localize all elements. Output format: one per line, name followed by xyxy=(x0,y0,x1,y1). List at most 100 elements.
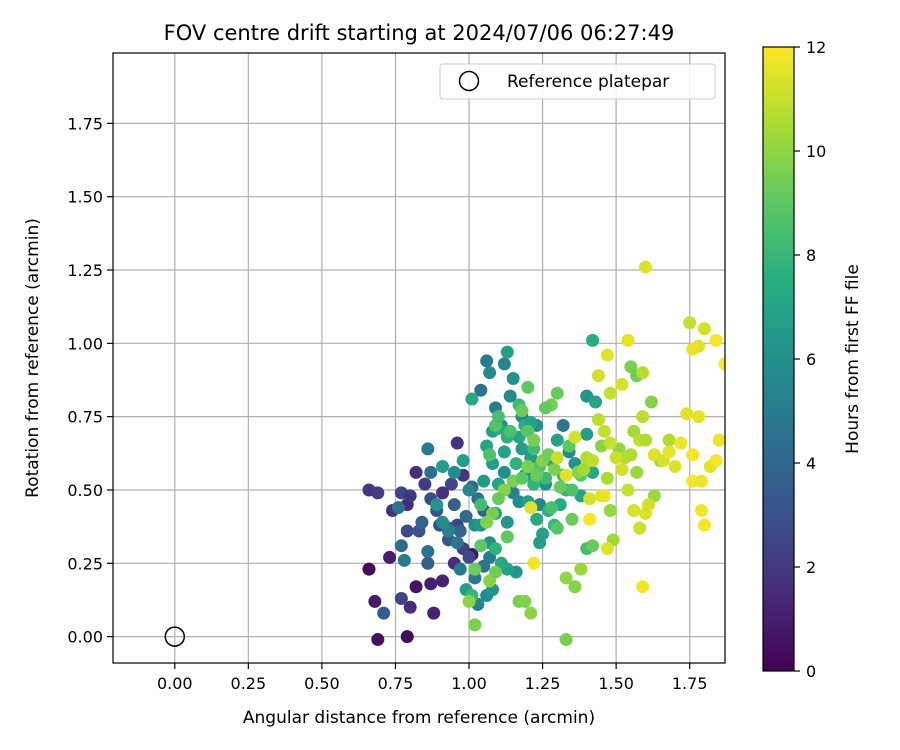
scatter-point xyxy=(591,369,605,383)
colorbar-tick-label: 0 xyxy=(806,662,816,681)
scatter-point xyxy=(686,342,700,356)
y-axis-label: Rotation from reference (arcmin) xyxy=(23,218,43,498)
scatter-point xyxy=(586,454,600,468)
scatter-point xyxy=(636,580,650,594)
scatter-point xyxy=(594,489,608,503)
scatter-point xyxy=(524,501,538,515)
scatter-point xyxy=(403,489,417,503)
scatter-point xyxy=(621,483,635,497)
scatter-point xyxy=(577,462,591,476)
scatter-point xyxy=(559,468,573,482)
scatter-point xyxy=(497,357,511,371)
scatter-point xyxy=(553,480,567,494)
y-tick-label: 0.75 xyxy=(67,408,103,427)
scatter-point xyxy=(418,477,432,491)
scatter-point xyxy=(368,594,382,608)
legend: Reference platepar xyxy=(439,63,716,100)
x-tick-label: 0.75 xyxy=(378,674,414,693)
colorbar: 0 2 4 6 8 10 12 Hours from first FF file xyxy=(762,38,863,681)
scatter-point xyxy=(394,591,408,605)
y-tick-label: 1.00 xyxy=(67,334,103,353)
scatter-point xyxy=(453,524,467,538)
scatter-point xyxy=(565,512,579,526)
scatter-point xyxy=(550,386,564,400)
scatter-point xyxy=(586,539,600,553)
scatter-point xyxy=(468,618,482,632)
scatter-point xyxy=(718,357,725,371)
scatter-point xyxy=(436,574,450,588)
x-tick-label: 0.00 xyxy=(157,674,193,693)
y-tick-label: 0.00 xyxy=(67,628,103,647)
scatter-point xyxy=(521,380,535,394)
scatter-point xyxy=(662,433,676,447)
y-tick-label: 1.25 xyxy=(67,261,103,280)
scatter-point xyxy=(624,448,638,462)
scatter-point xyxy=(456,454,470,468)
scatter-point xyxy=(462,483,476,497)
scatter-point xyxy=(424,465,438,479)
scatter-point xyxy=(694,504,708,517)
scatter-point xyxy=(503,424,517,438)
scatter-point xyxy=(474,383,488,397)
scatter-point xyxy=(630,465,644,479)
scatter-point xyxy=(568,580,582,594)
scatter-point xyxy=(547,462,561,476)
y-tick-label: 0.25 xyxy=(67,554,103,573)
scatter-point xyxy=(633,521,647,535)
legend-box xyxy=(439,63,716,100)
scatter-point xyxy=(603,386,617,400)
y-tick-label: 1.50 xyxy=(67,188,103,207)
scatter-point xyxy=(500,530,514,544)
scatter-point xyxy=(668,460,682,474)
scatter-point xyxy=(371,633,385,647)
scatter-point xyxy=(683,316,697,330)
scatter-point xyxy=(447,498,461,512)
scatter-point xyxy=(662,445,676,459)
scatter-point xyxy=(709,454,723,468)
scatter-point xyxy=(524,606,538,620)
y-tick-label: 0.50 xyxy=(67,481,103,500)
scatter-point xyxy=(462,550,476,564)
scatter-point xyxy=(459,509,473,523)
scatter-point xyxy=(636,410,650,424)
scatter-point xyxy=(530,468,544,482)
scatter-point xyxy=(518,594,532,608)
colorbar-ticks: 0 2 4 6 8 10 12 xyxy=(794,38,826,681)
x-tick-label: 1.75 xyxy=(672,674,708,693)
scatter-point xyxy=(436,515,450,529)
scatter-point xyxy=(421,556,435,570)
scatter-point xyxy=(621,333,635,347)
x-axis-label: Angular distance from reference (arcmin) xyxy=(243,708,595,728)
reference-point-marker xyxy=(164,626,186,647)
scatter-point xyxy=(639,433,653,447)
scatter-point xyxy=(609,451,623,465)
colorbar-tick-label: 6 xyxy=(806,350,816,369)
x-tick-label: 0.25 xyxy=(231,674,267,693)
scatter-point xyxy=(709,333,723,347)
scatter-point xyxy=(483,448,497,462)
scatter-point xyxy=(583,512,597,526)
scatter-point xyxy=(674,436,688,450)
scatter-point xyxy=(394,539,408,553)
scatter-point xyxy=(603,436,617,450)
scatter-point xyxy=(521,460,535,474)
scatter-point xyxy=(565,483,579,497)
scatter-point xyxy=(430,498,444,512)
scatter-point xyxy=(556,418,570,432)
scatter-point xyxy=(527,556,541,570)
scatter-point xyxy=(377,606,391,620)
scatter-point xyxy=(453,562,467,576)
scatter-point xyxy=(421,545,435,559)
x-tick-label: 1.00 xyxy=(451,674,487,693)
scatter-point xyxy=(474,498,488,512)
scatter-point xyxy=(444,477,458,491)
scatter-point xyxy=(515,404,529,418)
scatter-point xyxy=(474,539,488,553)
scatter-point xyxy=(636,366,650,380)
colorbar-tick-label: 4 xyxy=(806,454,816,473)
scatter-point xyxy=(550,521,564,535)
x-tick-label: 0.50 xyxy=(304,674,340,693)
scatter-points xyxy=(362,260,725,647)
scatter-point xyxy=(497,465,511,479)
scatter-point xyxy=(403,600,417,614)
